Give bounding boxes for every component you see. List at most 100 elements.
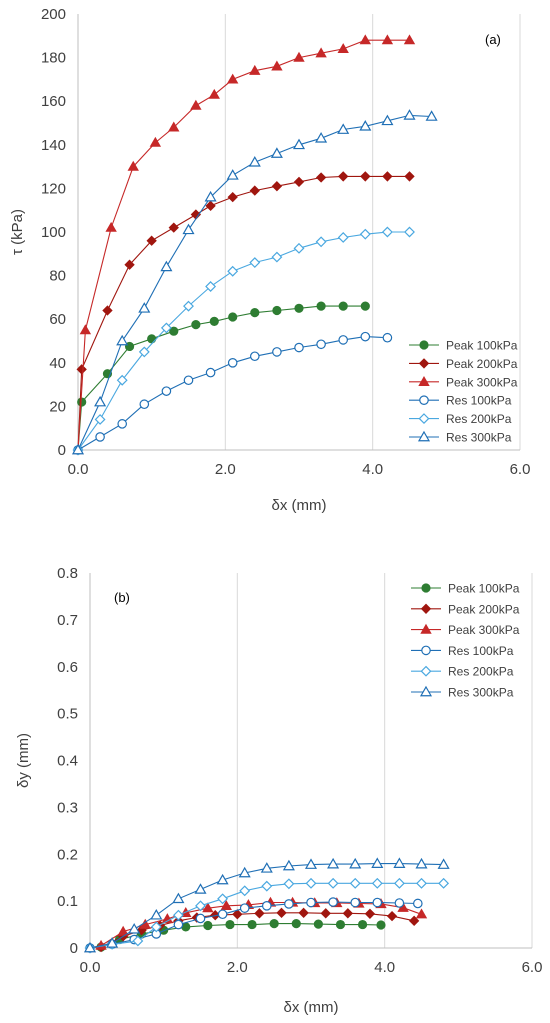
data-point (161, 386, 172, 396)
y-tick-label: 0.1 (57, 893, 78, 910)
data-point (293, 242, 305, 254)
panel-label: (a) (485, 32, 501, 47)
x-tick-label: 6.0 (510, 461, 531, 478)
series-res-200kpa (72, 226, 415, 456)
data-point (83, 941, 97, 953)
legend-label: Peak 300kPa (448, 623, 520, 637)
data-point (168, 121, 180, 132)
y-tick-label: 0.4 (57, 753, 78, 770)
data-point (139, 399, 150, 410)
legend-entry: Res 100kPa (411, 644, 514, 658)
data-point (150, 908, 163, 920)
legend-marker (419, 340, 429, 350)
data-point (116, 374, 128, 386)
legend-marker (419, 685, 433, 697)
series-peak-200kpa (72, 171, 415, 456)
y-tick-label: 0.5 (57, 706, 78, 723)
data-point (408, 915, 420, 926)
data-point (128, 923, 141, 934)
data-point (182, 223, 195, 235)
data-point (117, 925, 129, 936)
data-point (217, 893, 229, 905)
data-point (359, 120, 372, 131)
y-tick-label: 20 (49, 398, 66, 415)
legend-label: Peak 200kPa (448, 602, 520, 616)
legend-label: Res 200kPa (448, 665, 514, 679)
data-point (183, 300, 194, 312)
series-res-100kpa (73, 331, 393, 455)
legend-marker (421, 645, 431, 656)
data-point (138, 346, 150, 358)
data-point (249, 185, 260, 196)
data-point (404, 171, 415, 182)
data-point (291, 919, 301, 929)
data-point (204, 190, 217, 202)
data-point (195, 900, 206, 912)
y-tick-label: 0.8 (57, 565, 78, 582)
data-point (249, 64, 261, 75)
data-point (127, 160, 139, 171)
data-point (364, 908, 376, 919)
data-point (168, 222, 179, 233)
data-point (105, 221, 117, 232)
data-point (190, 99, 202, 110)
data-point (95, 432, 105, 442)
data-point (271, 251, 283, 263)
legend-entry: Peak 300kPa (409, 375, 518, 389)
data-point (327, 877, 339, 889)
legend-entry: Peak 300kPa (411, 623, 520, 637)
data-point (172, 909, 184, 921)
data-point (293, 51, 305, 62)
data-point (209, 316, 219, 326)
data-point (272, 305, 282, 316)
x-tick-labels: 0.0 2.0 4.0 6.0 (80, 959, 543, 976)
data-point (338, 335, 348, 345)
data-point (217, 909, 228, 920)
data-point (283, 878, 295, 890)
data-point (232, 909, 243, 920)
data-point (261, 901, 272, 911)
data-point (337, 123, 350, 134)
data-point (238, 866, 251, 878)
data-point (239, 903, 250, 913)
series-peak-100kpa (73, 301, 370, 455)
legend-entry: Peak 100kPa (411, 582, 520, 596)
data-point (76, 364, 87, 375)
data-point (261, 880, 273, 892)
x-tick-labels: 0.0 2.0 4.0 6.0 (68, 461, 531, 478)
data-point (183, 375, 194, 386)
data-point (320, 908, 331, 919)
data-point (298, 907, 309, 919)
y-tick-label: 0.2 (57, 846, 78, 863)
data-point (372, 897, 383, 908)
x-tick-label: 2.0 (215, 461, 236, 478)
data-point (416, 877, 427, 889)
data-point (350, 897, 360, 908)
data-point (216, 873, 229, 885)
data-point (342, 908, 353, 919)
data-point (247, 919, 257, 930)
x-axis-title: δx (mm) (284, 999, 339, 1016)
data-point (248, 156, 261, 167)
data-point (381, 226, 393, 238)
legend-marker (418, 375, 430, 386)
data-point (205, 281, 217, 292)
data-point (228, 312, 238, 322)
data-point (272, 347, 282, 357)
data-point (226, 169, 239, 180)
data-point (254, 908, 265, 919)
legend-entry: Peak 100kPa (409, 339, 518, 353)
data-point (161, 913, 174, 924)
data-point (349, 857, 362, 869)
data-point (413, 898, 423, 909)
data-point (293, 176, 305, 188)
legend: Peak 100kPa Peak 200kPa Peak 300kPa Res 100… (411, 582, 520, 700)
data-point (425, 110, 438, 121)
data-point (316, 301, 326, 311)
data-point (227, 73, 239, 84)
data-point (371, 857, 384, 868)
data-point (205, 367, 216, 378)
gridlines (224, 14, 521, 450)
data-point (335, 919, 346, 930)
